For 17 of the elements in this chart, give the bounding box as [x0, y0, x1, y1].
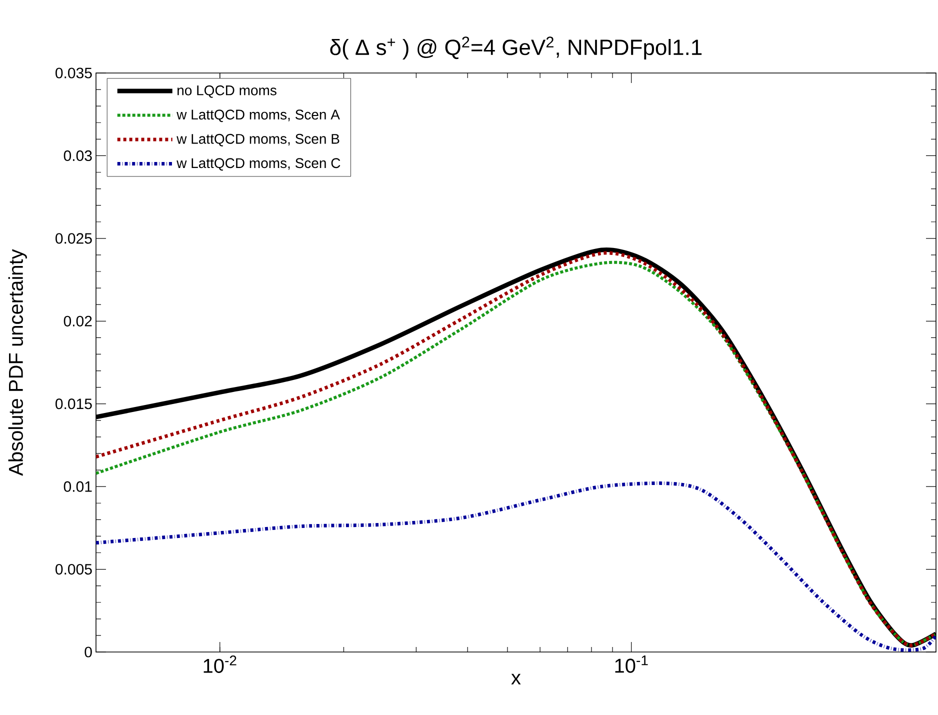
y-tick-label: 0.015	[56, 398, 92, 410]
legend-label: no LQCD moms	[178, 85, 276, 98]
x-axis-title: x	[511, 674, 521, 684]
y-tick-label: 0.03	[64, 150, 92, 162]
y-tick-label: 0	[84, 646, 92, 658]
x-tick-label: 10$^{-1}$	[615, 656, 648, 673]
y-tick-label: 0.035	[56, 68, 92, 78]
legend-label: w LattQCD moms, Scen B	[176, 134, 340, 146]
x-tick-label: 10$^{-2}$	[204, 656, 236, 673]
chart-title: δ( Δ s$^{+}$ ) @ Q$^{2}$=4 GeV$^{2}$, NNPDFpol1.1	[330, 36, 702, 60]
y-tick-label: 0.005	[56, 564, 92, 575]
y-tick-label: 0.025	[56, 233, 92, 244]
y-axis-title: Absolute PDF uncertainty	[8, 249, 27, 476]
legend-label: w LattQCD moms, Scen C	[176, 158, 340, 171]
y-tick-label: 0.02	[64, 316, 92, 326]
legend-label: w LattQCD moms, Scen A	[176, 110, 340, 122]
y-tick-label: 0.01	[64, 481, 92, 492]
